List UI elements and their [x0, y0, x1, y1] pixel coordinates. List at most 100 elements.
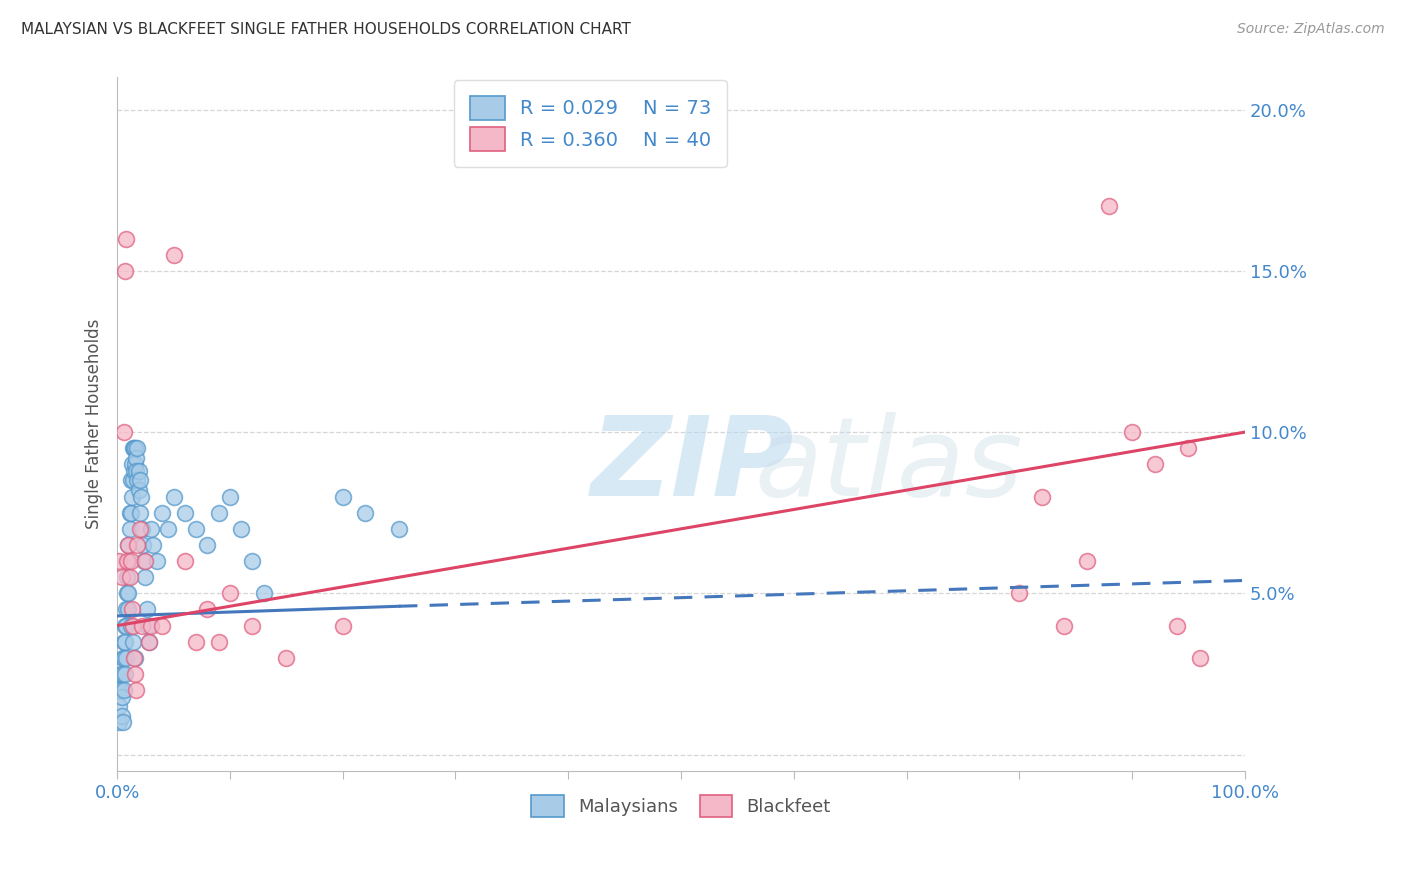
Point [128, 464, 150, 478]
Point [108, 715, 131, 730]
Point [112, 650, 135, 665]
Point [127, 474, 149, 488]
Text: ZIP: ZIP [591, 412, 794, 519]
Point [117, 602, 139, 616]
Point [253, 586, 276, 600]
Y-axis label: Single Father Households: Single Father Households [86, 318, 103, 529]
Point [108, 699, 131, 714]
Point [156, 522, 179, 536]
Point [134, 554, 156, 568]
Point [1008, 586, 1031, 600]
Point [208, 634, 231, 648]
Text: atlas: atlas [754, 412, 1024, 519]
Point [128, 474, 150, 488]
Point [114, 618, 136, 632]
Point [135, 602, 157, 616]
Point [125, 464, 148, 478]
Point [110, 667, 132, 681]
Point [197, 538, 219, 552]
Text: MALAYSIAN VS BLACKFEET SINGLE FATHER HOUSEHOLDS CORRELATION CHART: MALAYSIAN VS BLACKFEET SINGLE FATHER HOU… [21, 22, 631, 37]
Point [120, 474, 142, 488]
Point [173, 554, 195, 568]
Point [332, 490, 354, 504]
Point [115, 650, 138, 665]
Point [1031, 490, 1053, 504]
Point [122, 442, 145, 456]
Point [110, 683, 132, 698]
Point [388, 522, 411, 536]
Point [122, 650, 145, 665]
Point [332, 618, 354, 632]
Point [111, 667, 134, 681]
Point [1188, 650, 1211, 665]
Point [139, 522, 162, 536]
Point [121, 458, 143, 472]
Point [114, 634, 136, 648]
Point [120, 506, 142, 520]
Point [134, 554, 156, 568]
Point [118, 506, 141, 520]
Point [122, 442, 145, 456]
Point [150, 506, 173, 520]
Point [1098, 199, 1121, 213]
Point [107, 683, 129, 698]
Point [242, 554, 264, 568]
Point [219, 586, 242, 600]
Text: Source: ZipAtlas.com: Source: ZipAtlas.com [1237, 22, 1385, 37]
Point [1121, 425, 1143, 439]
Point [127, 442, 149, 456]
Point [184, 634, 207, 648]
Point [128, 522, 150, 536]
Point [231, 522, 253, 536]
Point [117, 570, 139, 584]
Point [132, 538, 155, 552]
Point [184, 522, 207, 536]
Point [111, 570, 134, 584]
Point [117, 538, 139, 552]
Point [1177, 442, 1199, 456]
Point [115, 232, 138, 246]
Point [114, 667, 136, 681]
Point [208, 506, 231, 520]
Point [142, 538, 165, 552]
Point [112, 683, 135, 698]
Point [118, 522, 141, 536]
Point [138, 634, 160, 648]
Point [112, 425, 135, 439]
Point [111, 690, 134, 704]
Point [120, 554, 142, 568]
Point [117, 586, 139, 600]
Point [1143, 458, 1166, 472]
Point [242, 618, 264, 632]
Point [112, 634, 135, 648]
Point [124, 650, 146, 665]
Point [173, 506, 195, 520]
Point [124, 442, 146, 456]
Point [108, 554, 131, 568]
Point [117, 538, 139, 552]
Point [125, 683, 148, 698]
Point [115, 618, 138, 632]
Point [128, 483, 150, 498]
Point [134, 570, 156, 584]
Point [127, 538, 149, 552]
Point [276, 650, 298, 665]
Point [125, 450, 148, 465]
Point [117, 554, 139, 568]
Point [111, 709, 134, 723]
Point [150, 618, 173, 632]
Point [145, 554, 167, 568]
Point [111, 650, 134, 665]
Point [122, 634, 145, 648]
Point [122, 474, 145, 488]
Point [118, 570, 141, 584]
Point [111, 715, 134, 730]
Point [162, 490, 184, 504]
Point [121, 602, 143, 616]
Point [115, 602, 138, 616]
Point [1166, 618, 1188, 632]
Point [139, 618, 162, 632]
Point [122, 464, 145, 478]
Point [114, 264, 136, 278]
Point [138, 634, 160, 648]
